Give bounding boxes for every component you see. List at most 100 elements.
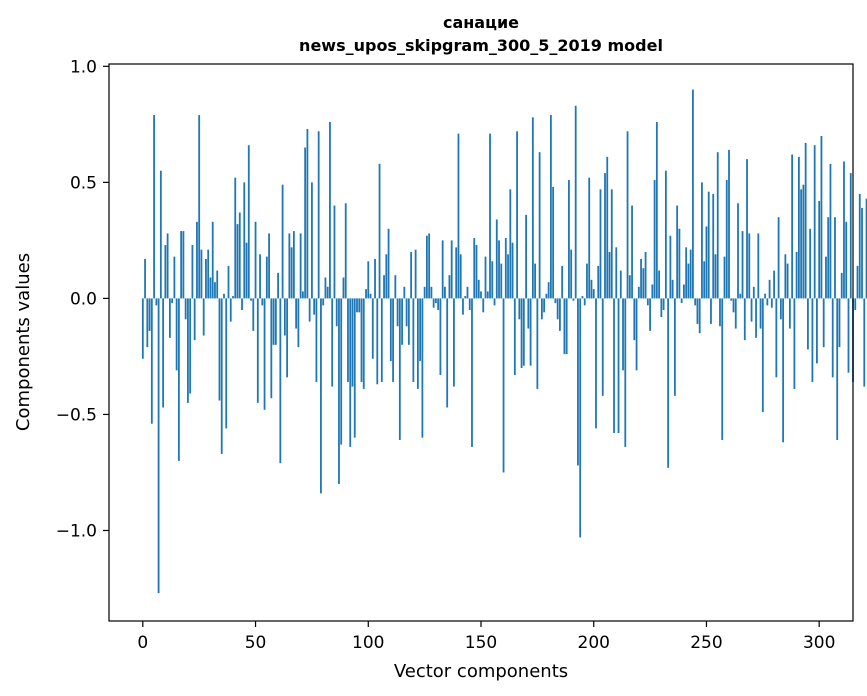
bar	[362, 298, 365, 389]
bar	[265, 256, 268, 299]
bar	[642, 268, 645, 299]
y-tick-label: −0.5	[56, 405, 97, 425]
bar	[166, 233, 169, 299]
bar	[651, 284, 654, 299]
bar	[703, 261, 706, 299]
bar	[268, 233, 270, 299]
bar	[207, 249, 210, 299]
bar	[401, 298, 403, 345]
bar	[356, 298, 358, 313]
bar	[590, 279, 593, 299]
bar-series	[141, 89, 867, 594]
bar	[660, 298, 663, 317]
bar	[797, 156, 800, 299]
bar	[175, 298, 178, 371]
bar	[863, 298, 866, 387]
x-tick-label: 200	[578, 633, 610, 653]
bar	[482, 298, 485, 313]
bar	[766, 298, 769, 306]
bar	[405, 298, 408, 327]
bar	[376, 298, 379, 385]
bar	[714, 254, 717, 299]
bar	[671, 279, 674, 299]
bar	[664, 170, 667, 299]
bar	[705, 226, 708, 299]
bar	[329, 122, 331, 299]
bar	[462, 298, 464, 315]
bar	[425, 235, 428, 299]
bar	[619, 270, 622, 299]
bar	[552, 187, 555, 299]
bar	[157, 298, 160, 594]
bar	[320, 298, 322, 494]
bar	[858, 193, 861, 299]
bar	[779, 298, 782, 320]
bar	[777, 217, 780, 299]
bar	[782, 298, 785, 443]
bar	[171, 298, 174, 304]
bar	[374, 258, 376, 299]
bar	[624, 298, 627, 447]
bar	[441, 240, 444, 299]
bar	[471, 298, 473, 447]
bar	[617, 298, 620, 434]
bar	[628, 275, 631, 299]
bar	[387, 228, 390, 299]
bar	[317, 131, 320, 299]
bar	[184, 298, 187, 320]
bar	[678, 228, 681, 299]
y-tick-label: 1.0	[70, 57, 97, 77]
bar	[716, 152, 719, 299]
bar	[392, 298, 394, 382]
bar	[847, 298, 850, 373]
bar	[637, 286, 640, 299]
bar	[448, 275, 451, 299]
bar	[398, 298, 401, 440]
bar	[669, 235, 672, 299]
bar	[786, 263, 789, 299]
bar	[694, 298, 697, 306]
bar	[141, 298, 144, 359]
bar	[687, 263, 690, 299]
bar	[385, 254, 388, 299]
bar	[730, 298, 733, 301]
bar	[437, 298, 440, 310]
bar	[182, 231, 185, 299]
bar	[419, 298, 422, 362]
bar	[561, 265, 564, 299]
bar	[829, 163, 832, 299]
bar	[394, 275, 397, 299]
bar	[205, 258, 207, 299]
bar	[177, 298, 180, 461]
bar	[728, 149, 730, 299]
bar	[592, 289, 595, 299]
x-axis-ticks: 0 50 100 150 200 250 300	[137, 621, 835, 653]
bar	[525, 214, 527, 299]
bar	[340, 298, 343, 445]
bar	[153, 115, 155, 299]
bar	[371, 298, 374, 359]
bar	[856, 265, 859, 299]
bar	[861, 207, 863, 299]
bar	[732, 298, 735, 313]
bar	[707, 191, 710, 299]
bar	[719, 298, 721, 327]
bar	[538, 152, 541, 299]
bar	[335, 298, 338, 327]
x-tick-label: 150	[465, 633, 497, 653]
bar	[144, 258, 146, 299]
bar	[351, 298, 354, 387]
bar	[788, 298, 791, 329]
bar	[513, 298, 516, 375]
bar	[676, 205, 679, 299]
bar	[272, 298, 275, 345]
bar	[270, 298, 273, 399]
bar	[565, 298, 568, 355]
bar	[784, 254, 787, 299]
bar	[403, 286, 406, 299]
bar	[583, 298, 586, 306]
bar	[146, 298, 149, 348]
bar	[773, 270, 775, 299]
bar	[813, 145, 816, 299]
bar	[455, 247, 458, 299]
